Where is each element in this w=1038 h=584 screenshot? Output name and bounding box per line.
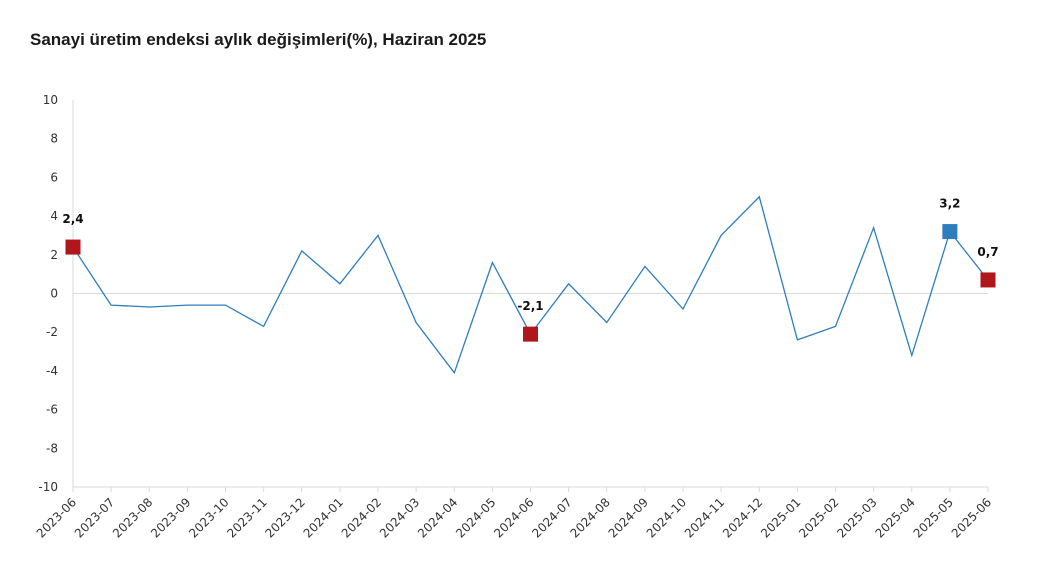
y-tick-label: 6 [50, 170, 58, 184]
x-tick-label: 2025-02 [796, 495, 841, 540]
x-tick-label: 2023-06 [34, 495, 79, 540]
data-label: 2,4 [62, 212, 83, 226]
x-tick-label: 2024-11 [682, 495, 727, 540]
x-tick-label: 2025-05 [911, 495, 956, 540]
data-label: 0,7 [977, 245, 998, 259]
x-tick-label: 2025-01 [758, 495, 803, 540]
x-tick-label: 2024-10 [644, 495, 689, 540]
data-label: 3,2 [939, 197, 960, 211]
data-label: -2,1 [517, 299, 543, 313]
x-tick-label: 2023-09 [148, 495, 193, 540]
x-tick-label: 2024-02 [339, 495, 384, 540]
y-tick-label: 0 [50, 287, 58, 301]
y-tick-label: -2 [46, 325, 58, 339]
highlight-markers: 2,4 -2,1 3,2 0,7 [62, 197, 999, 342]
x-tick-label: 2023-11 [224, 495, 269, 540]
x-axis-ticks: 2023-062023-072023-082023-092023-102023-… [34, 487, 994, 541]
highlight-marker [942, 224, 958, 240]
series-line [72, 195, 989, 375]
x-tick-label: 2024-05 [453, 495, 498, 540]
x-tick-label: 2024-04 [415, 495, 460, 540]
y-tick-label: -8 [46, 441, 58, 455]
series-layer [72, 195, 989, 375]
chart-title: Sanayi üretim endeksi aylık değişimleri(… [30, 30, 487, 49]
highlight-marker [65, 239, 81, 255]
highlight-marker [523, 326, 538, 342]
x-tick-label: 2023-07 [72, 495, 117, 540]
x-tick-label: 2024-09 [606, 495, 651, 540]
y-tick-label: -6 [46, 403, 58, 417]
chart-axes [72, 100, 988, 488]
y-tick-label: 10 [43, 93, 58, 107]
x-tick-label: 2024-03 [377, 495, 422, 540]
x-tick-label: 2024-06 [491, 495, 536, 540]
y-tick-label: 2 [50, 248, 58, 262]
x-tick-label: 2025-04 [873, 495, 918, 540]
y-tick-label: 8 [50, 132, 58, 146]
x-tick-label: 2025-06 [949, 495, 994, 540]
x-tick-label: 2025-03 [834, 495, 879, 540]
x-tick-label: 2024-12 [720, 495, 765, 540]
y-tick-label: -4 [46, 364, 58, 378]
y-tick-label: -10 [38, 480, 58, 494]
x-tick-label: 2023-10 [186, 495, 231, 540]
y-axis-ticks: 10 8 6 4 2 0 -2 -4 -6 -8 -10 [38, 93, 58, 494]
highlight-marker [980, 272, 996, 288]
x-tick-label: 2024-01 [301, 495, 346, 540]
x-tick-label: 2024-07 [529, 495, 574, 540]
x-tick-label: 2024-08 [568, 495, 613, 540]
x-tick-label: 2023-12 [263, 495, 308, 540]
x-tick-label: 2023-08 [110, 495, 155, 540]
y-tick-label: 4 [50, 209, 58, 223]
